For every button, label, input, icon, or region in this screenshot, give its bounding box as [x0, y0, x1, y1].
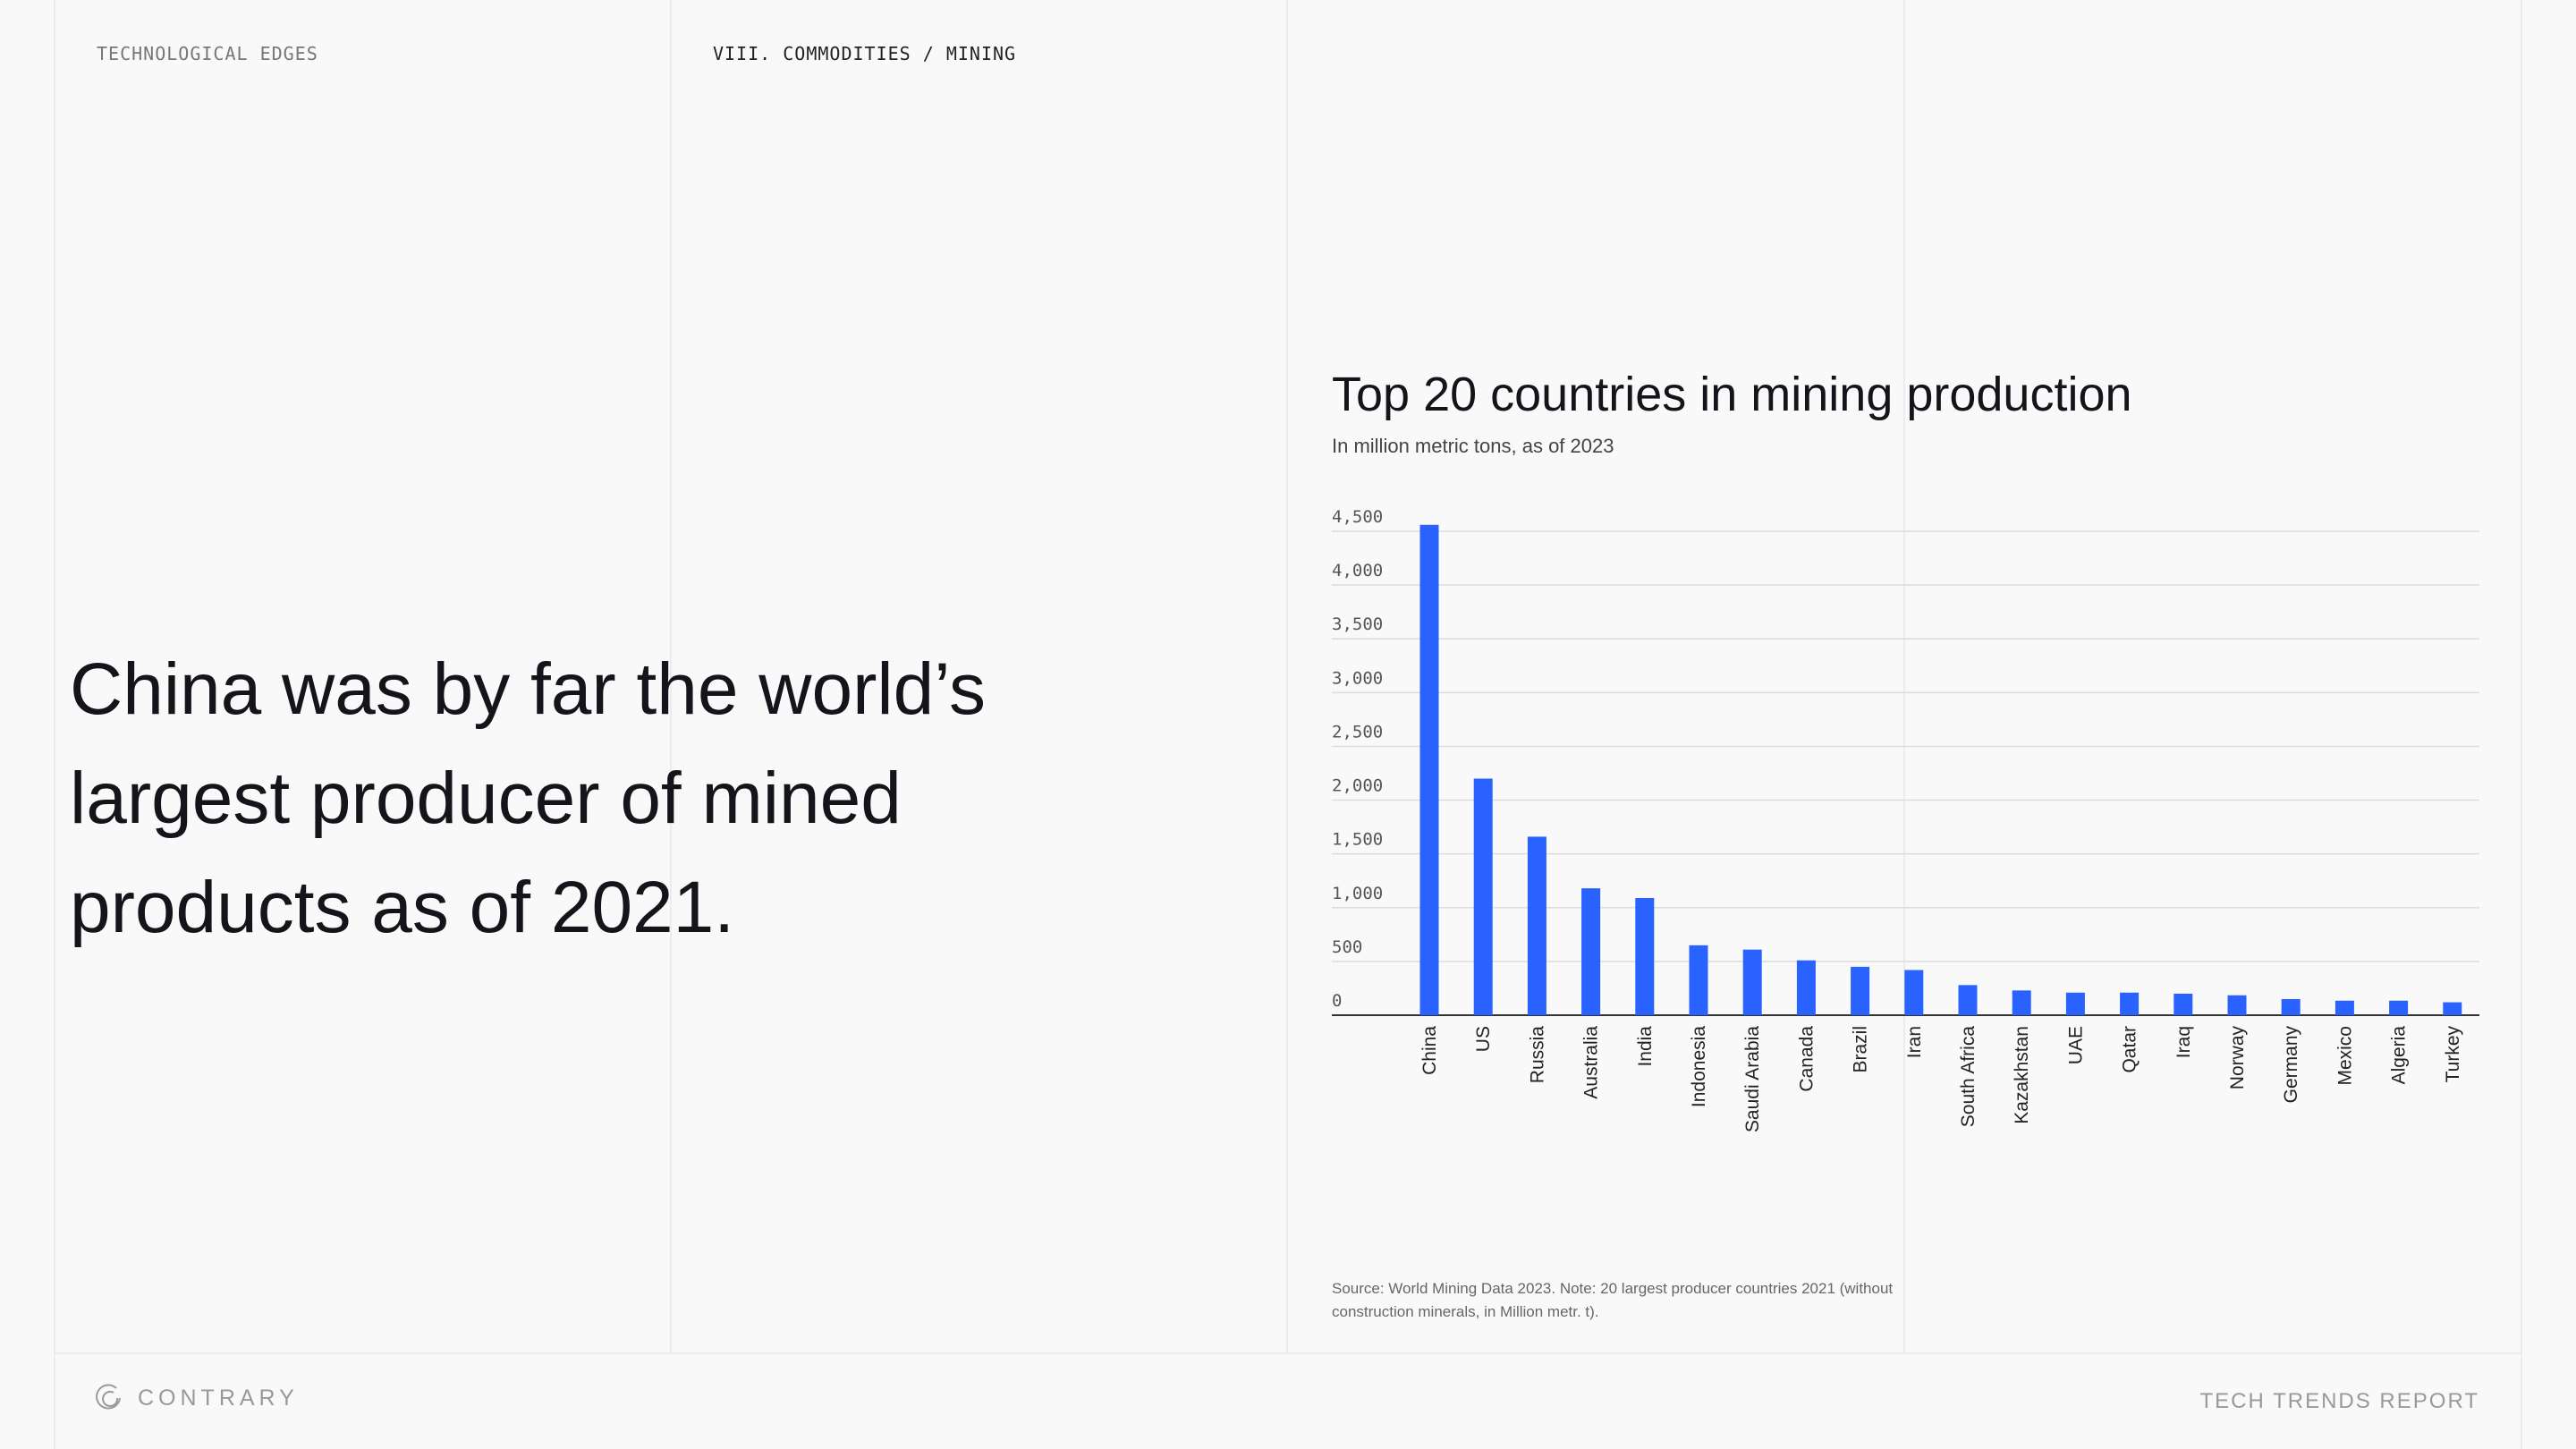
headline: China was by far the world’s largest pro…: [70, 648, 986, 948]
source-note: Source: World Mining Data 2023. Note: 20…: [1332, 1280, 1894, 1320]
section-breadcrumb: VIII. COMMODITIES / MINING: [713, 43, 1017, 64]
x-tick-label: Brazil: [1851, 1026, 1871, 1073]
x-tick-label: India: [1635, 1026, 1656, 1067]
bar-qatar: [2120, 992, 2140, 1015]
bar-kazakhstan: [2012, 990, 2031, 1015]
footer-divider: [54, 1352, 2522, 1354]
y-tick-label: 2,000: [1332, 776, 1383, 796]
y-tick-label: 4,500: [1332, 507, 1383, 527]
bar-russia: [1527, 836, 1546, 1015]
bar-indonesia: [1689, 945, 1708, 1015]
brand[interactable]: CONTRARY: [95, 1383, 299, 1413]
bar-iraq: [2174, 993, 2193, 1015]
y-tick-label: 4,000: [1332, 561, 1383, 580]
y-tick-label: 500: [1332, 937, 1362, 957]
chart-title: Top 20 countries in mining production: [1332, 368, 2132, 421]
bar-china: [1419, 524, 1439, 1015]
x-tick-label: Iraq: [2174, 1026, 2194, 1058]
bar-canada: [1796, 960, 1816, 1015]
bar-norway: [2227, 995, 2247, 1015]
x-tick-label: Russia: [1527, 1026, 1547, 1084]
bar-saudi-arabia: [1742, 949, 1762, 1015]
y-tick-label: 3,500: [1332, 614, 1383, 634]
x-tick-label: Kazakhstan: [2012, 1026, 2032, 1124]
x-tick-label: Saudi Arabia: [1742, 1026, 1763, 1132]
chart-subtitle: In million metric tons, as of 2023: [1332, 435, 1614, 457]
x-tick-label: Qatar: [2120, 1026, 2140, 1073]
y-axis-ticks: 0 500 1,000 1,500 2,000 2,500 3,000 3,500 4,000 4…: [1332, 507, 1383, 1011]
bar-australia: [1581, 888, 1601, 1015]
bar-algeria: [2389, 1000, 2409, 1015]
x-axis-labels: China US Russia Australia India Indonesia Saud…: [1419, 1026, 2463, 1133]
x-tick-label: South Africa: [1958, 1026, 1979, 1128]
bar-uae: [2065, 992, 2085, 1015]
chart-gridlines: [1332, 530, 2479, 1016]
section-label: TECHNOLOGICAL EDGES: [97, 43, 318, 64]
y-tick-label: 2,500: [1332, 722, 1383, 741]
x-tick-label: Australia: [1581, 1026, 1602, 1099]
x-tick-label: Germany: [2281, 1026, 2301, 1104]
bar-germany: [2281, 998, 2301, 1015]
x-tick-label: Canada: [1796, 1026, 1817, 1092]
brand-name: CONTRARY: [138, 1385, 299, 1411]
x-tick-label: Iran: [1904, 1026, 1925, 1058]
x-tick-label: China: [1419, 1026, 1440, 1075]
chart-bars: [1419, 524, 2462, 1015]
x-tick-label: Algeria: [2389, 1026, 2410, 1085]
bar-us: [1473, 778, 1493, 1015]
column-divider: [670, 0, 672, 1352]
y-tick-label: 3,000: [1332, 668, 1383, 688]
bar-iran: [1904, 970, 1924, 1015]
report-label: TECH TRENDS REPORT: [2199, 1389, 2479, 1413]
contrary-logo-icon: [96, 1384, 121, 1410]
x-tick-label: Turkey: [2443, 1026, 2463, 1083]
x-tick-label: Indonesia: [1689, 1026, 1709, 1107]
x-tick-label: UAE: [2065, 1026, 2086, 1064]
column-divider: [54, 0, 55, 1449]
x-tick-label: Mexico: [2334, 1026, 2355, 1086]
bar-india: [1635, 897, 1655, 1015]
bar-brazil: [1851, 966, 1870, 1015]
y-tick-label: 1,000: [1332, 884, 1383, 903]
bar-turkey: [2443, 1002, 2462, 1015]
x-tick-label: Norway: [2227, 1026, 2248, 1090]
column-divider: [1286, 0, 1288, 1352]
y-tick-label: 1,500: [1332, 830, 1383, 850]
bar-mexico: [2334, 1000, 2354, 1015]
y-tick-label: 0: [1332, 991, 1342, 1011]
column-divider: [1903, 0, 1905, 1352]
bar-south-africa: [1958, 985, 1978, 1015]
x-tick-label: US: [1473, 1026, 1494, 1052]
column-divider: [2521, 0, 2522, 1449]
